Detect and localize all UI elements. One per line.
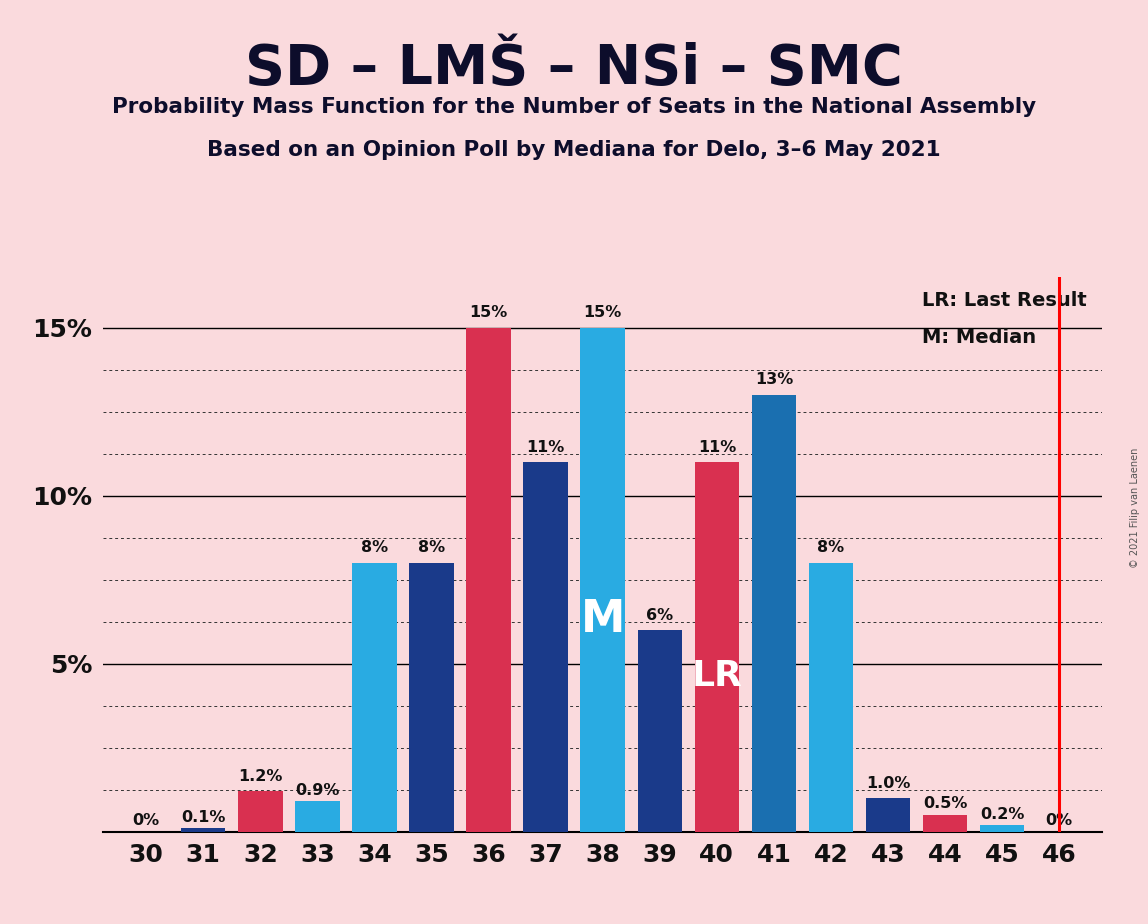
Text: 0.1%: 0.1%	[181, 809, 225, 825]
Text: LR: Last Result: LR: Last Result	[922, 291, 1087, 310]
Text: 0%: 0%	[1046, 813, 1073, 828]
Bar	[637, 630, 682, 832]
Text: Probability Mass Function for the Number of Seats in the National Assembly: Probability Mass Function for the Number…	[113, 97, 1035, 117]
Text: 8%: 8%	[418, 541, 445, 555]
Text: 15%: 15%	[470, 305, 507, 321]
Bar	[752, 395, 797, 832]
Text: 0.9%: 0.9%	[295, 783, 340, 798]
Text: 1.0%: 1.0%	[866, 775, 910, 791]
Bar	[581, 328, 625, 832]
Text: Based on an Opinion Poll by Mediana for Delo, 3–6 May 2021: Based on an Opinion Poll by Mediana for …	[207, 140, 941, 161]
Bar	[523, 462, 568, 832]
Text: 11%: 11%	[527, 440, 565, 455]
Bar	[695, 462, 739, 832]
Bar	[352, 563, 397, 832]
Text: M: Median: M: Median	[922, 328, 1037, 346]
Text: 0.5%: 0.5%	[923, 796, 968, 811]
Bar	[238, 791, 282, 832]
Bar	[466, 328, 511, 832]
Text: SD – LMŠ – NSi – SMC: SD – LMŠ – NSi – SMC	[246, 42, 902, 95]
Text: 15%: 15%	[583, 305, 622, 321]
Text: © 2021 Filip van Laenen: © 2021 Filip van Laenen	[1130, 448, 1140, 568]
Text: 11%: 11%	[698, 440, 736, 455]
Text: M: M	[581, 599, 625, 641]
Bar	[409, 563, 453, 832]
Text: 0%: 0%	[132, 813, 160, 828]
Text: LR: LR	[691, 660, 743, 693]
Bar	[808, 563, 853, 832]
Text: 0.2%: 0.2%	[980, 807, 1024, 821]
Bar	[181, 828, 225, 832]
Bar	[866, 798, 910, 832]
Text: 6%: 6%	[646, 608, 674, 623]
Text: 8%: 8%	[360, 541, 388, 555]
Bar	[980, 825, 1024, 832]
Bar	[923, 815, 968, 832]
Bar	[295, 801, 340, 832]
Text: 8%: 8%	[817, 541, 845, 555]
Text: 1.2%: 1.2%	[238, 769, 282, 784]
Text: 13%: 13%	[754, 372, 793, 387]
